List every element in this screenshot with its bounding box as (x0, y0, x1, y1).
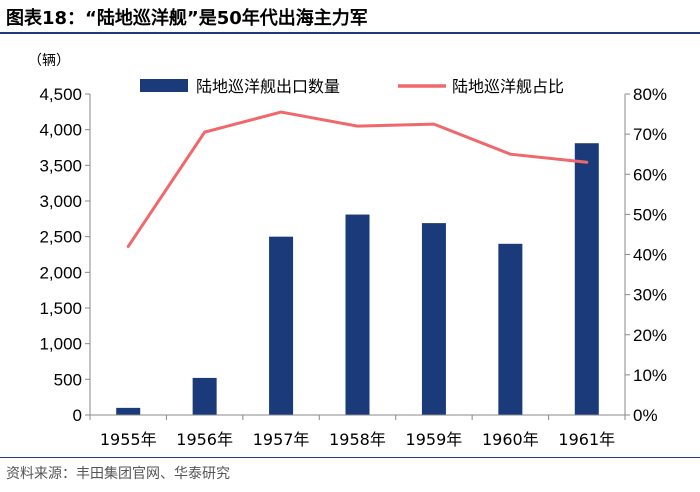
left-tick-label: 3,000 (39, 192, 82, 211)
right-tick-label: 40% (633, 246, 667, 265)
bar-1956年 (192, 377, 217, 415)
source-note: 资料来源：丰田集团官网、华泰研究 (6, 466, 230, 482)
left-tick-label: 0 (73, 406, 82, 425)
figure-title: 图表18：“陆地巡洋舰”是50年代出海主力军 (6, 8, 368, 29)
legend: 陆地巡洋舰出口数量 陆地巡洋舰占比 (140, 77, 564, 96)
legend-line-label: 陆地巡洋舰占比 (452, 77, 564, 96)
title-divider (0, 32, 700, 34)
tick-labels: 0 500 1,000 1,500 2,000 2,500 3,000 3,500 4,000 4… (39, 85, 667, 449)
left-tick-label: 3,500 (39, 156, 82, 175)
right-tick-label: 10% (633, 366, 667, 385)
right-tick-label: 20% (633, 326, 667, 345)
legend-bar-label: 陆地巡洋舰出口数量 (196, 77, 340, 96)
x-tick-label: 1957年 (253, 430, 310, 449)
x-tick-label: 1960年 (482, 430, 539, 449)
left-tick-label: 500 (54, 370, 82, 389)
legend-bar-swatch (140, 79, 188, 92)
x-tick-label: 1959年 (406, 430, 463, 449)
right-tick-label: 50% (633, 205, 667, 224)
bar-1955年 (116, 407, 141, 415)
x-tick-label: 1956年 (176, 430, 233, 449)
bar-series (116, 143, 599, 415)
bar-1958年 (345, 214, 370, 415)
right-tick-label: 30% (633, 286, 667, 305)
left-tick-label: 2,500 (39, 228, 82, 247)
right-tick-label: 0% (633, 406, 658, 425)
line-series (126, 110, 589, 248)
bar-1960年 (498, 243, 523, 415)
right-tick-label: 60% (633, 165, 667, 184)
left-tick-label: 4,000 (39, 121, 82, 140)
right-tick-label: 70% (633, 125, 667, 144)
source-divider (0, 457, 700, 458)
left-tick-label: 4,500 (39, 85, 82, 104)
bar-1959年 (421, 223, 446, 415)
x-tick-label: 1961年 (558, 430, 615, 449)
left-tick-label: 1,500 (39, 299, 82, 318)
axes (85, 93, 630, 420)
left-tick-label: 1,000 (39, 335, 82, 354)
bar-1957年 (269, 236, 294, 415)
x-tick-label: 1958年 (329, 430, 386, 449)
right-tick-label: 80% (633, 85, 667, 104)
y-axis-unit-label: （辆） (28, 53, 70, 69)
x-tick-label: 1955年 (100, 430, 157, 449)
bar-1961年 (574, 143, 599, 415)
left-tick-label: 2,000 (39, 263, 82, 282)
